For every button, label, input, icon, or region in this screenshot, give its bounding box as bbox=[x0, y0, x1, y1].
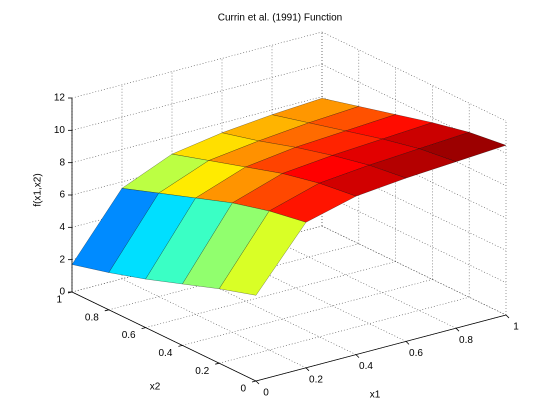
grid-line bbox=[221, 252, 407, 342]
tick-mark bbox=[104, 309, 109, 312]
z-tick-label: 6 bbox=[59, 190, 65, 201]
grid-line bbox=[219, 296, 470, 364]
z-tick-label: 0 bbox=[59, 287, 65, 298]
x-tick-label: 0 bbox=[263, 388, 269, 399]
grid-line bbox=[171, 265, 357, 355]
z-axis-label: f(x1,x2) bbox=[33, 173, 44, 206]
tick-mark bbox=[255, 380, 260, 385]
z-tick-label: 12 bbox=[54, 93, 66, 104]
axis-line bbox=[255, 314, 507, 382]
grid-line bbox=[321, 193, 507, 283]
grid-line bbox=[321, 161, 507, 251]
grid-line bbox=[145, 261, 396, 328]
tick-mark bbox=[215, 362, 220, 365]
grid-line bbox=[121, 278, 307, 369]
y-tick-label: 0.4 bbox=[158, 348, 172, 359]
grid-line bbox=[71, 64, 323, 131]
grid-line bbox=[271, 238, 457, 329]
x-tick-label: 1 bbox=[513, 322, 519, 333]
z-tick-label: 2 bbox=[59, 254, 65, 265]
axis-line bbox=[71, 291, 257, 382]
y-axis-label: x2 bbox=[150, 382, 161, 393]
tick-mark bbox=[405, 341, 410, 345]
tick-mark bbox=[505, 314, 510, 319]
x-axis-label: x1 bbox=[370, 390, 381, 401]
z-tick-label: 8 bbox=[59, 157, 65, 168]
x-tick-label: 0.8 bbox=[459, 335, 473, 346]
y-tick-label: 0.8 bbox=[85, 312, 99, 323]
grid-line bbox=[71, 96, 323, 163]
x-tick-label: 0.6 bbox=[409, 348, 423, 359]
tick-mark bbox=[305, 367, 310, 372]
tick-mark bbox=[251, 380, 257, 383]
grid-line bbox=[71, 31, 323, 99]
y-tick-label: 0.6 bbox=[122, 330, 136, 341]
tick-mark bbox=[141, 327, 146, 329]
grid-line bbox=[182, 279, 433, 346]
tick-mark bbox=[355, 354, 360, 358]
z-tick-label: 10 bbox=[54, 125, 66, 136]
surface-patch bbox=[218, 210, 307, 296]
x-tick-label: 0.2 bbox=[309, 374, 323, 385]
y-tick-label: 0 bbox=[240, 384, 246, 395]
grid-line bbox=[321, 64, 507, 154]
x-tick-label: 0.4 bbox=[359, 361, 373, 372]
y-tick-label: 0.2 bbox=[195, 366, 209, 377]
z-tick-label: 4 bbox=[59, 222, 65, 233]
tick-mark bbox=[455, 327, 460, 332]
tick-mark bbox=[178, 345, 183, 347]
grid-line bbox=[321, 31, 507, 122]
grid-line bbox=[321, 225, 507, 316]
y-tick-label: 1 bbox=[56, 295, 62, 306]
chart-title: Currin et al. (1991) Function bbox=[218, 13, 343, 24]
